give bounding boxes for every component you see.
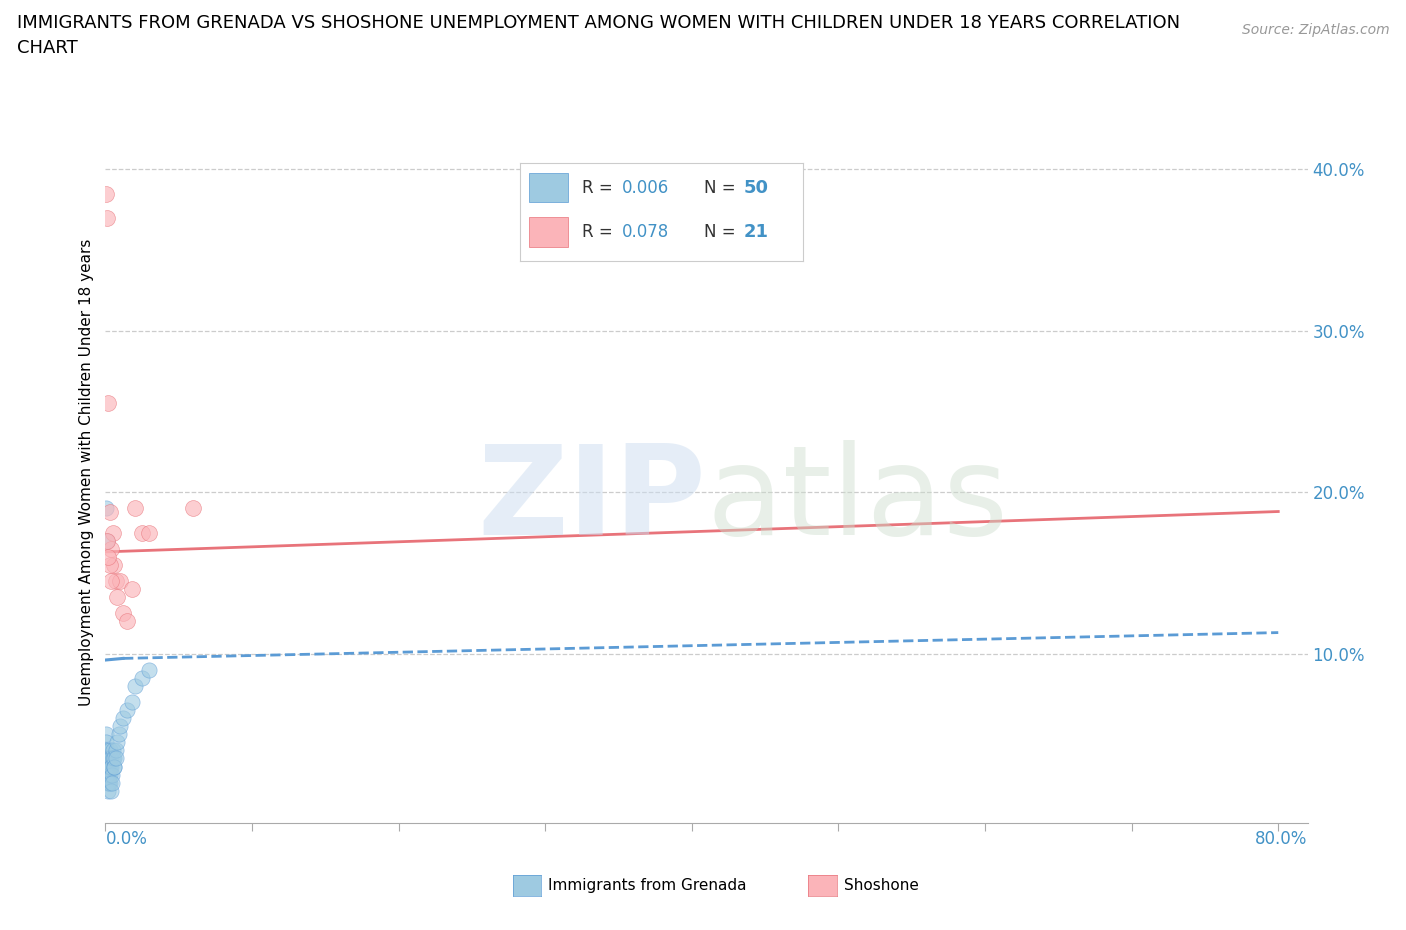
- Point: [112, 605, 135, 620]
- Point: [183, 501, 205, 516]
- Point: [94, 759, 117, 774]
- Point: [100, 783, 122, 798]
- Point: [97, 759, 120, 774]
- Point: [117, 703, 139, 718]
- Point: [138, 662, 160, 677]
- Point: [103, 759, 125, 774]
- Point: [101, 776, 124, 790]
- Text: CHART: CHART: [17, 39, 77, 57]
- Point: [100, 751, 122, 766]
- Point: [98, 776, 121, 790]
- Point: [117, 614, 139, 629]
- Point: [98, 557, 121, 572]
- Text: Source: ZipAtlas.com: Source: ZipAtlas.com: [1241, 23, 1389, 37]
- Point: [96, 743, 118, 758]
- Point: [104, 574, 127, 589]
- Point: [98, 759, 121, 774]
- Text: ZIP: ZIP: [478, 440, 707, 561]
- Point: [97, 767, 120, 782]
- Point: [104, 751, 127, 766]
- Point: [131, 671, 153, 685]
- Point: [96, 759, 118, 774]
- Point: [98, 759, 121, 774]
- Text: atlas: atlas: [707, 440, 1008, 561]
- Point: [98, 743, 121, 758]
- Point: [96, 776, 118, 790]
- Point: [103, 759, 125, 774]
- Point: [131, 525, 153, 540]
- Point: [97, 759, 120, 774]
- Text: IMMIGRANTS FROM GRENADA VS SHOSHONE UNEMPLOYMENT AMONG WOMEN WITH CHILDREN UNDER: IMMIGRANTS FROM GRENADA VS SHOSHONE UNEM…: [17, 14, 1180, 32]
- Point: [98, 751, 121, 766]
- Point: [97, 751, 120, 766]
- Point: [105, 590, 128, 604]
- Point: [100, 776, 122, 790]
- Point: [96, 751, 118, 766]
- Point: [94, 743, 117, 758]
- Point: [98, 504, 121, 519]
- Point: [105, 735, 128, 750]
- Point: [138, 525, 160, 540]
- Point: [96, 767, 118, 782]
- Point: [107, 727, 129, 742]
- Point: [100, 767, 122, 782]
- Point: [97, 783, 120, 798]
- Point: [112, 711, 135, 725]
- Point: [104, 743, 127, 758]
- Point: [96, 735, 118, 750]
- Text: Immigrants from Grenada: Immigrants from Grenada: [548, 878, 747, 893]
- Point: [101, 525, 124, 540]
- Text: Shoshone: Shoshone: [844, 878, 918, 893]
- Text: 80.0%: 80.0%: [1256, 830, 1308, 848]
- Point: [103, 751, 125, 766]
- Point: [96, 533, 118, 548]
- Point: [98, 767, 121, 782]
- Point: [96, 759, 118, 774]
- Point: [121, 581, 143, 596]
- Point: [100, 541, 122, 556]
- Point: [97, 396, 120, 411]
- Point: [96, 186, 118, 201]
- Point: [97, 767, 120, 782]
- Point: [96, 210, 118, 225]
- Point: [96, 751, 118, 766]
- Point: [96, 533, 118, 548]
- Point: [101, 751, 124, 766]
- Text: 0.0%: 0.0%: [105, 830, 148, 848]
- Point: [96, 767, 118, 782]
- Point: [100, 759, 122, 774]
- Point: [94, 727, 117, 742]
- Point: [103, 557, 125, 572]
- Point: [97, 776, 120, 790]
- Point: [108, 574, 131, 589]
- Point: [124, 501, 146, 516]
- Point: [100, 574, 122, 589]
- Point: [96, 743, 118, 758]
- Y-axis label: Unemployment Among Women with Children Under 18 years: Unemployment Among Women with Children U…: [79, 238, 94, 706]
- Point: [121, 695, 143, 710]
- Point: [108, 719, 131, 734]
- Point: [96, 501, 118, 516]
- Point: [124, 678, 146, 693]
- Point: [97, 550, 120, 565]
- Point: [101, 743, 124, 758]
